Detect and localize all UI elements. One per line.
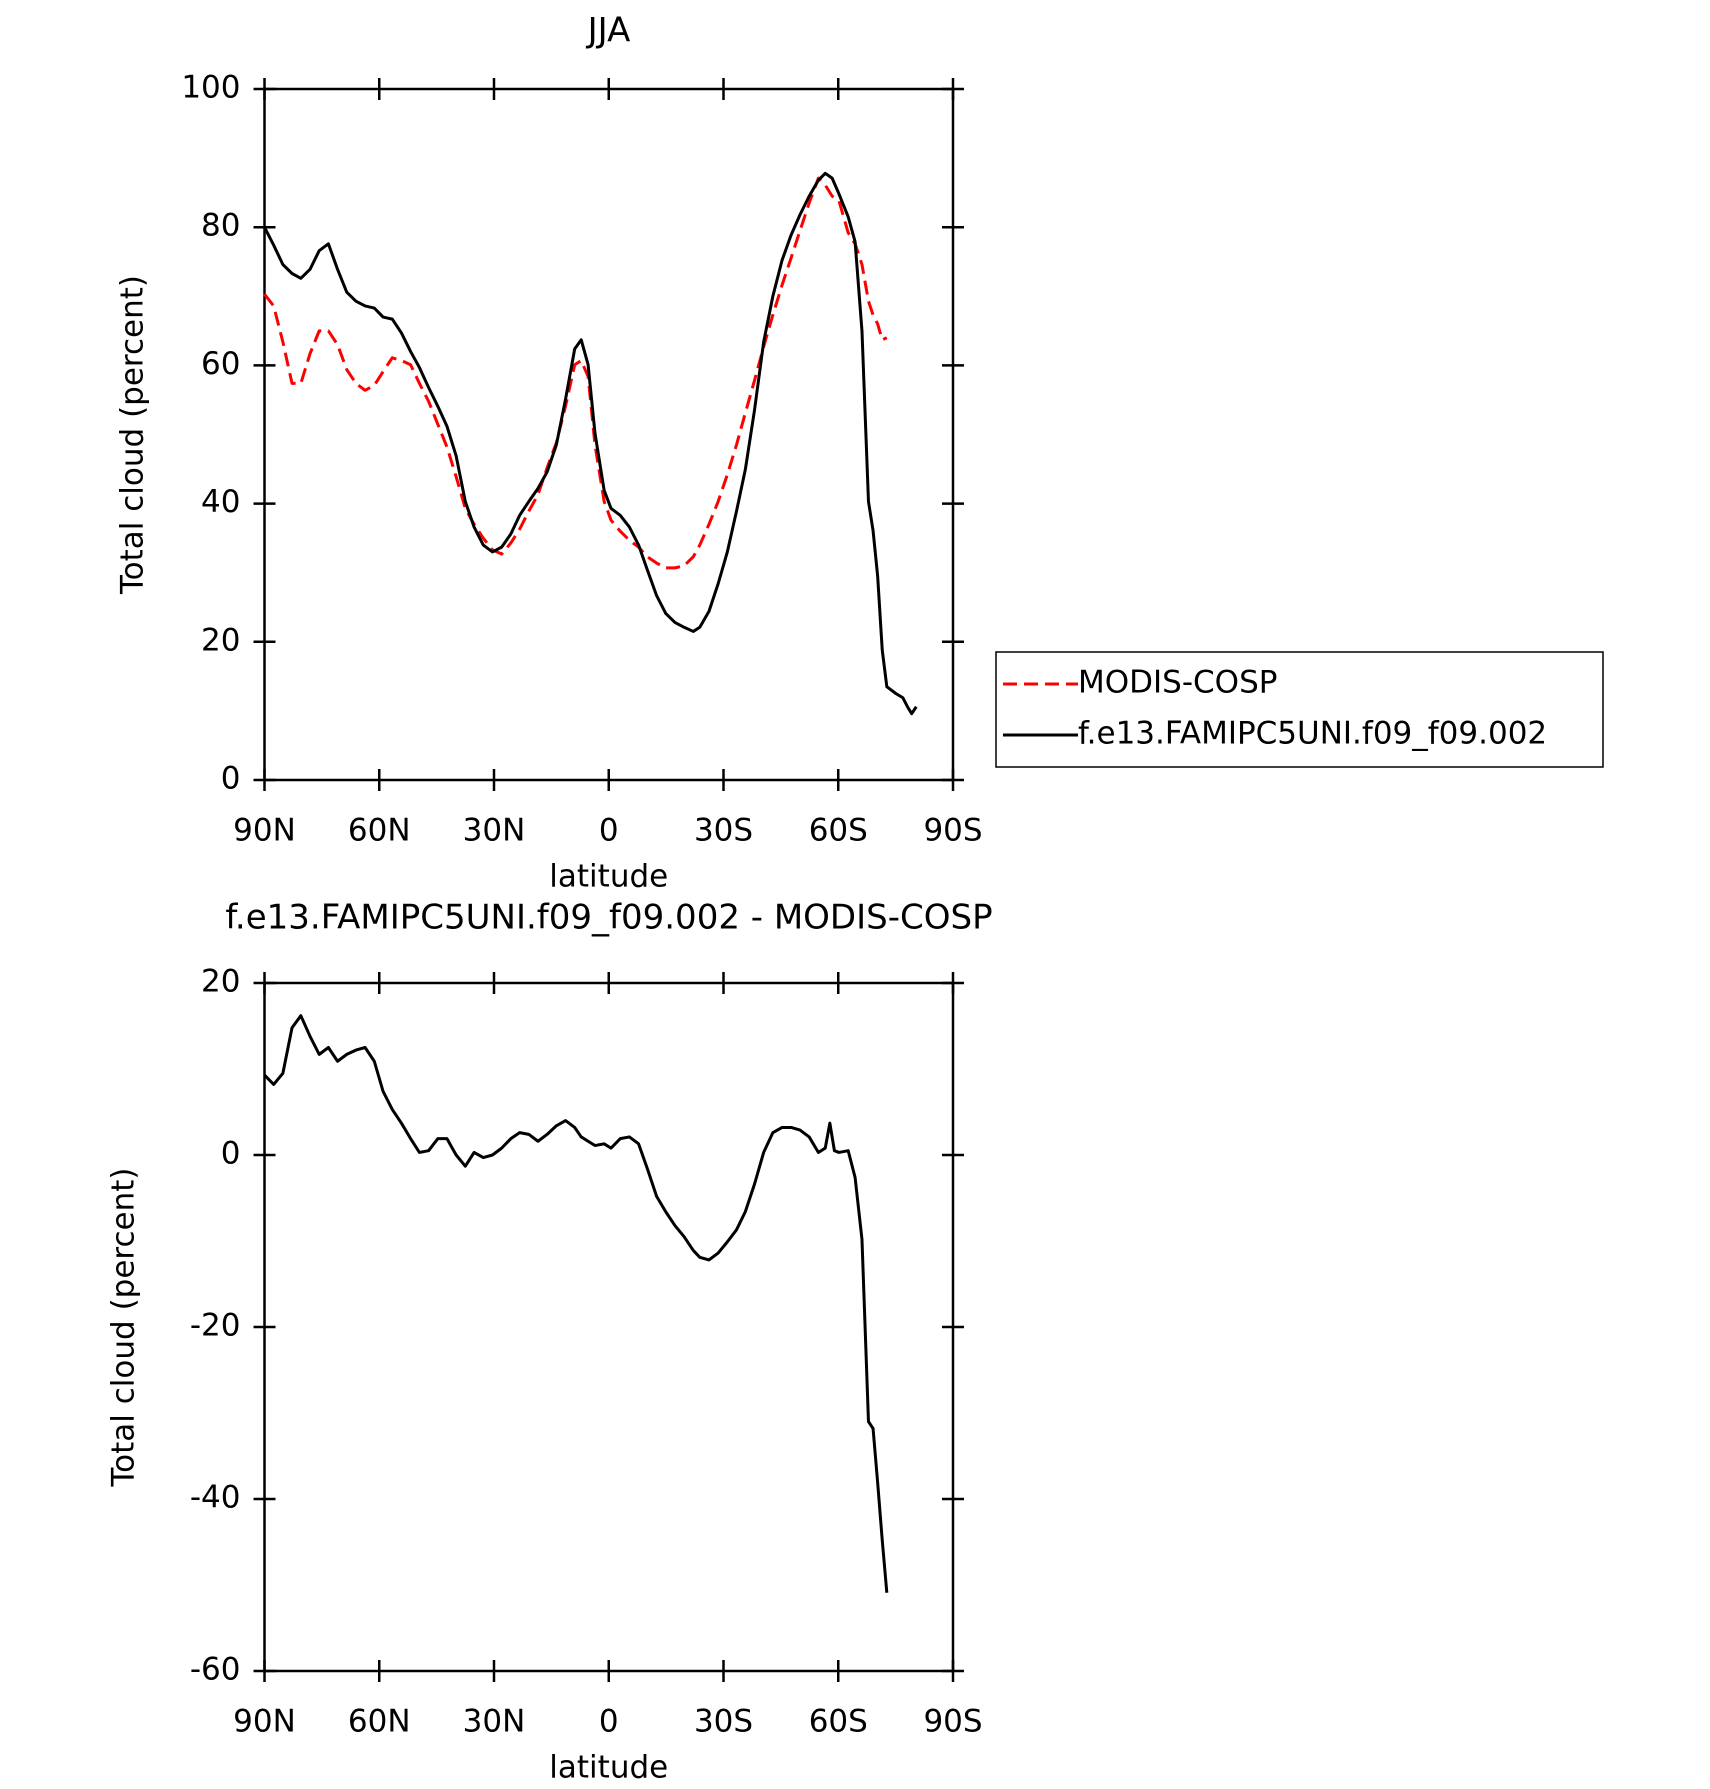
x-tick-label: 90N (233, 813, 296, 849)
y-tick-label: 20 (201, 964, 240, 1000)
x-tick-label: 90N (233, 1704, 296, 1740)
y-axis-label: Total cloud (percent) (106, 1168, 142, 1488)
x-tick-label: 0 (599, 813, 619, 849)
y-axis-label: Total cloud (percent) (115, 275, 151, 595)
legend-label: MODIS-COSP (1078, 665, 1277, 701)
chart-title: f.e13.FAMIPC5UNI.f09_f09.002 - MODIS-COS… (225, 898, 992, 938)
x-tick-label: 60N (348, 813, 411, 849)
plot-frame (263, 87, 955, 782)
chart-title: JJA (586, 11, 631, 51)
y-tick-label: -60 (190, 1652, 241, 1688)
x-axis-label: latitude (549, 859, 668, 895)
x-tick-label: 90S (923, 1704, 982, 1740)
y-tick-label: 100 (181, 70, 240, 106)
x-tick-label: 60S (809, 1704, 868, 1740)
x-tick-label: 30S (694, 813, 753, 849)
y-tick-label: 0 (221, 1136, 241, 1172)
x-axis-label: latitude (549, 1750, 668, 1786)
y-tick-label: 40 (201, 484, 240, 520)
x-tick-label: 90S (923, 813, 982, 849)
data-line (263, 171, 918, 716)
x-tick-label: 60S (809, 813, 868, 849)
data-line (263, 176, 888, 570)
y-tick-label: -20 (190, 1308, 241, 1344)
x-tick-label: 30N (463, 813, 526, 849)
x-tick-label: 0 (599, 1704, 619, 1740)
data-line (263, 1014, 889, 1593)
y-tick-label: 80 (201, 208, 240, 244)
legend-label: f.e13.FAMIPC5UNI.f09_f09.002 (1078, 716, 1547, 752)
y-tick-label: -40 (190, 1480, 241, 1516)
legend-box (995, 651, 1604, 768)
x-tick-label: 60N (348, 1704, 411, 1740)
x-tick-label: 30N (463, 1704, 526, 1740)
y-tick-label: 0 (221, 761, 241, 797)
plot-frame (263, 981, 955, 1673)
y-tick-label: 60 (201, 346, 240, 382)
x-tick-label: 30S (694, 1704, 753, 1740)
y-tick-label: 20 (201, 622, 240, 658)
